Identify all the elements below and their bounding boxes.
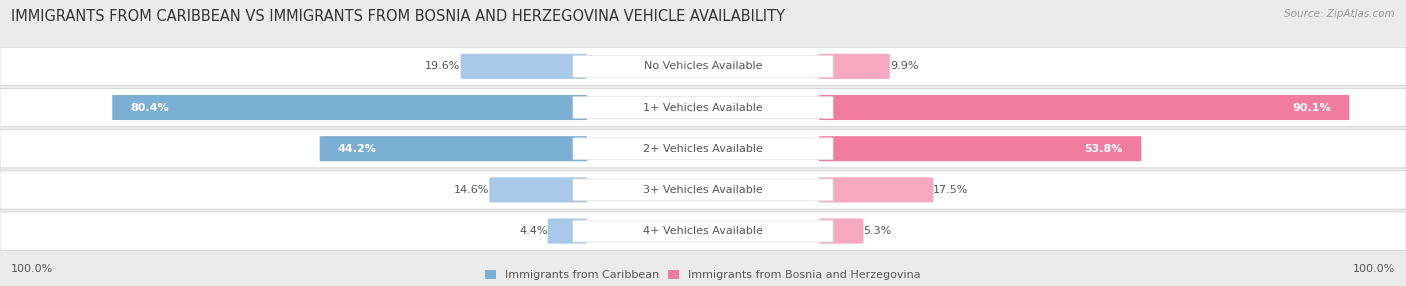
Text: 17.5%: 17.5%: [934, 185, 969, 195]
FancyBboxPatch shape: [548, 219, 588, 244]
FancyBboxPatch shape: [112, 95, 588, 120]
FancyBboxPatch shape: [0, 212, 1406, 250]
FancyBboxPatch shape: [0, 130, 1406, 168]
FancyBboxPatch shape: [574, 97, 832, 118]
Text: 1+ Vehicles Available: 1+ Vehicles Available: [643, 103, 763, 112]
Text: 100.0%: 100.0%: [1353, 264, 1395, 274]
FancyBboxPatch shape: [0, 171, 1406, 209]
FancyBboxPatch shape: [818, 136, 1142, 161]
Text: 9.9%: 9.9%: [890, 61, 918, 71]
FancyBboxPatch shape: [574, 138, 832, 160]
Text: 4.4%: 4.4%: [519, 226, 548, 236]
Text: 80.4%: 80.4%: [131, 103, 169, 112]
Text: 100.0%: 100.0%: [11, 264, 53, 274]
FancyBboxPatch shape: [818, 219, 863, 244]
FancyBboxPatch shape: [461, 54, 588, 79]
FancyBboxPatch shape: [0, 88, 1406, 127]
Text: 44.2%: 44.2%: [337, 144, 377, 154]
FancyBboxPatch shape: [574, 179, 832, 201]
Text: 4+ Vehicles Available: 4+ Vehicles Available: [643, 226, 763, 236]
Text: IMMIGRANTS FROM CARIBBEAN VS IMMIGRANTS FROM BOSNIA AND HERZEGOVINA VEHICLE AVAI: IMMIGRANTS FROM CARIBBEAN VS IMMIGRANTS …: [11, 9, 785, 23]
Text: 14.6%: 14.6%: [454, 185, 489, 195]
FancyBboxPatch shape: [818, 54, 890, 79]
FancyBboxPatch shape: [818, 177, 934, 202]
FancyBboxPatch shape: [818, 95, 1350, 120]
FancyBboxPatch shape: [574, 55, 832, 77]
FancyBboxPatch shape: [489, 177, 588, 202]
FancyBboxPatch shape: [0, 47, 1406, 86]
FancyBboxPatch shape: [319, 136, 588, 161]
Text: No Vehicles Available: No Vehicles Available: [644, 61, 762, 71]
Text: 2+ Vehicles Available: 2+ Vehicles Available: [643, 144, 763, 154]
Text: 90.1%: 90.1%: [1292, 103, 1331, 112]
Text: 5.3%: 5.3%: [863, 226, 891, 236]
Text: Source: ZipAtlas.com: Source: ZipAtlas.com: [1284, 9, 1395, 19]
Text: 19.6%: 19.6%: [425, 61, 461, 71]
Text: 3+ Vehicles Available: 3+ Vehicles Available: [643, 185, 763, 195]
Text: 53.8%: 53.8%: [1084, 144, 1123, 154]
FancyBboxPatch shape: [574, 220, 832, 242]
Legend: Immigrants from Caribbean, Immigrants from Bosnia and Herzegovina: Immigrants from Caribbean, Immigrants fr…: [485, 270, 921, 281]
